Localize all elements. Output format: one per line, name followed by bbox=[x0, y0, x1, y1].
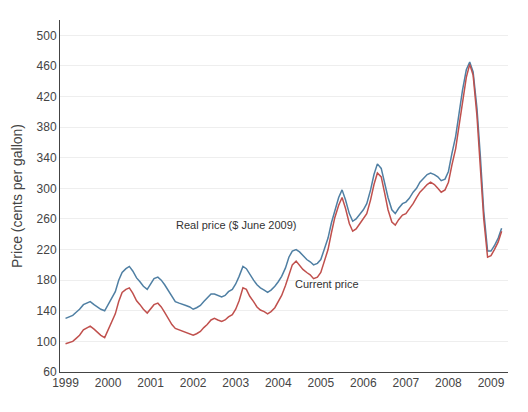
svg-text:140: 140 bbox=[37, 304, 57, 318]
svg-text:2005: 2005 bbox=[307, 376, 334, 390]
svg-text:60: 60 bbox=[43, 365, 57, 379]
svg-text:380: 380 bbox=[37, 120, 57, 134]
svg-text:340: 340 bbox=[37, 151, 57, 165]
svg-text:100: 100 bbox=[37, 335, 57, 349]
svg-text:1999: 1999 bbox=[52, 376, 79, 390]
svg-text:460: 460 bbox=[37, 59, 57, 73]
svg-text:Current price: Current price bbox=[295, 278, 359, 290]
svg-text:2007: 2007 bbox=[393, 376, 420, 390]
svg-text:220: 220 bbox=[37, 243, 57, 257]
svg-text:2006: 2006 bbox=[350, 376, 377, 390]
svg-text:2009: 2009 bbox=[478, 376, 505, 390]
svg-text:260: 260 bbox=[37, 212, 57, 226]
svg-text:2001: 2001 bbox=[137, 376, 164, 390]
svg-text:Real price ($ June 2009): Real price ($ June 2009) bbox=[176, 219, 296, 231]
svg-text:2008: 2008 bbox=[435, 376, 462, 390]
svg-text:2003: 2003 bbox=[222, 376, 249, 390]
svg-text:2000: 2000 bbox=[95, 376, 122, 390]
svg-text:180: 180 bbox=[37, 273, 57, 287]
svg-text:420: 420 bbox=[37, 90, 57, 104]
svg-text:300: 300 bbox=[37, 182, 57, 196]
svg-text:500: 500 bbox=[37, 29, 57, 43]
svg-text:Price (cents per gallon): Price (cents per gallon) bbox=[9, 124, 25, 268]
svg-text:2002: 2002 bbox=[180, 376, 207, 390]
svg-text:2004: 2004 bbox=[265, 376, 292, 390]
